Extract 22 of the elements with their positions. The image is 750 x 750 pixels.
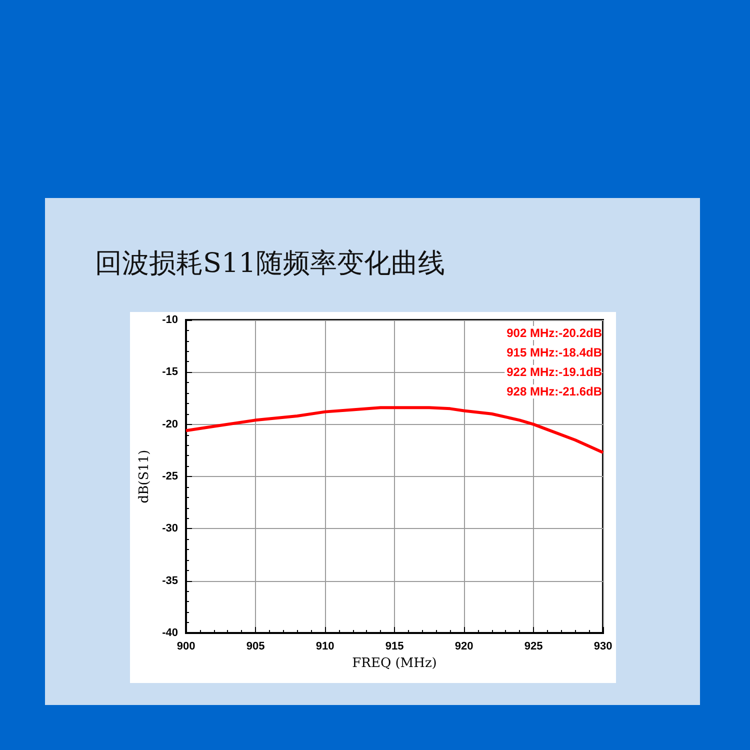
y-tick-label: -35: [162, 574, 178, 587]
y-tick-label: -25: [162, 470, 178, 482]
x-tick-label: 910: [316, 640, 334, 652]
annotation: 902 MHz:-20.2dB: [506, 326, 602, 340]
y-tick-label: -40: [162, 627, 178, 639]
y-tick-label: -20: [162, 418, 178, 430]
y-tick-label: -15: [162, 366, 178, 378]
x-tick-label: 930: [594, 640, 612, 652]
x-tick-label: 900: [176, 640, 196, 652]
annotation: 915 MHz:-18.4dB: [506, 346, 602, 360]
x-tick-label: 920: [454, 640, 474, 652]
x-tick-label: 915: [385, 640, 404, 652]
y-axis-title: dB(S11): [137, 450, 152, 504]
chart-title: 回波损耗S11随频率变化曲线: [95, 247, 445, 281]
line-series: [184, 406, 604, 454]
annotation: 922 MHz:-19.1dB: [506, 365, 602, 379]
x-tick-label: 905: [246, 640, 265, 652]
y-tick-label: -30: [162, 522, 178, 535]
x-axis-title: FREQ (MHz): [352, 656, 437, 671]
x-tick-label: 925: [524, 640, 543, 652]
y-tick-label: -10: [162, 314, 178, 326]
annotation: 928 MHz:-21.6dB: [506, 384, 602, 398]
